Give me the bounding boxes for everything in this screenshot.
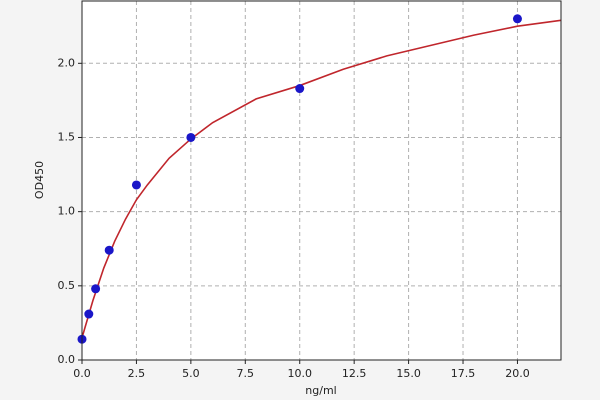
x-tick-label: 5.0 [182, 367, 200, 380]
y-tick-label: 0.0 [58, 353, 76, 366]
data-point [512, 14, 522, 24]
x-tick-label: 0.0 [73, 367, 91, 380]
data-point [131, 180, 141, 190]
x-tick-label: 12.5 [342, 367, 367, 380]
plot-frame [81, 0, 562, 361]
plot-area [82, 1, 561, 360]
x-tick-label: 15.0 [396, 367, 421, 380]
fit-curve [81, 19, 562, 338]
x-tick-label: 20.0 [505, 367, 530, 380]
data-point [186, 132, 196, 142]
x-tick-label: 17.5 [451, 367, 476, 380]
x-tick-label: 7.5 [237, 367, 255, 380]
y-tick-label: 1.0 [58, 205, 76, 218]
y-tick-label: 1.5 [58, 130, 76, 143]
data-point [91, 284, 101, 294]
y-axis-label: OD450 [33, 161, 46, 199]
data-point [104, 245, 114, 255]
x-axis-label: ng/ml [305, 384, 336, 397]
y-tick-label: 0.5 [58, 279, 76, 292]
y-tick-label: 2.0 [58, 56, 76, 69]
data-point [84, 309, 94, 319]
data-point [295, 84, 305, 94]
x-tick-label: 2.5 [128, 367, 146, 380]
x-tick-label: 10.0 [287, 367, 312, 380]
